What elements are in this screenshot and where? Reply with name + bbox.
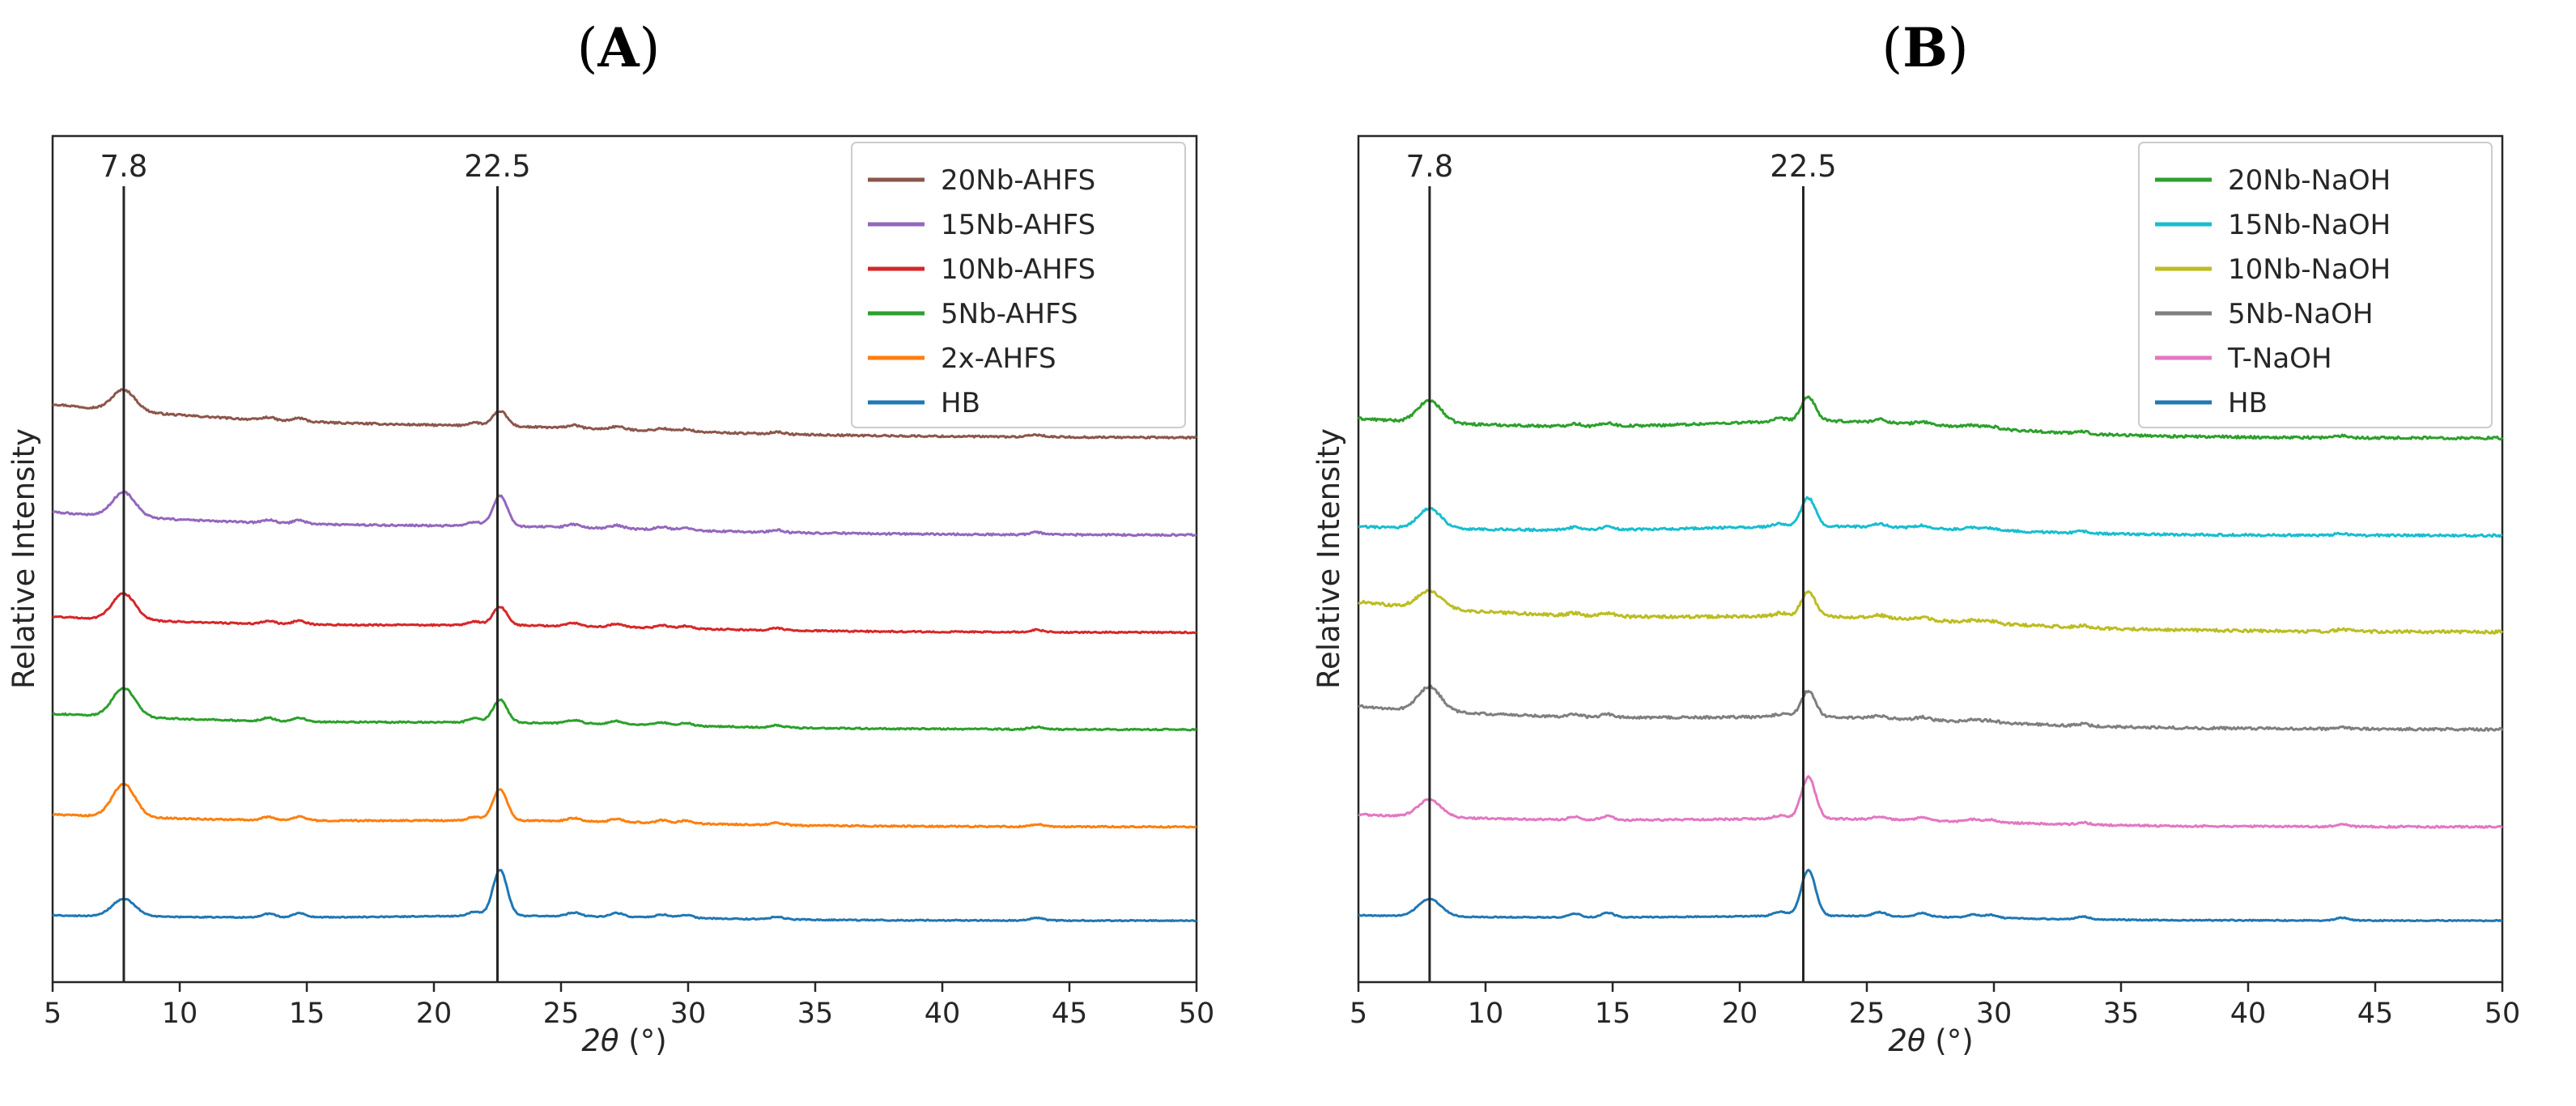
panel-a-x-tick-label-2: 15 xyxy=(289,998,325,1030)
panel-b-series-20nb-naoh xyxy=(1357,395,2504,440)
panel-a-reference-label-0: 7.8 xyxy=(100,149,147,184)
panel-b: (B) 7.8 22.5 5 10 15 20 25 30 35 40 45 50 Relative… xyxy=(1311,16,2520,1058)
panel-b-series-5nb-naoh xyxy=(1358,684,2504,732)
panel-a-x-tick-label-0: 5 xyxy=(44,998,62,1030)
panel-a-series-10nb-ahfs xyxy=(52,591,1197,635)
panel-a-reference-label-1: 22.5 xyxy=(464,149,530,184)
panel-a-series-15nb-ahfs xyxy=(52,490,1197,538)
panel-a-legend-label-2: 10Nb-AHFS xyxy=(941,253,1095,286)
panel-b-legend: 20Nb-NaOH 15Nb-NaOH 10Nb-NaOH 5Nb-NaOH T-NaO… xyxy=(2138,142,2493,428)
panel-a-legend: 20Nb-AHFS 15Nb-AHFS 10Nb-AHFS 5Nb-AHFS 2x-AH… xyxy=(851,142,1186,428)
panel-a-x-tick-label-3: 20 xyxy=(416,998,453,1030)
panel-b-x-tick-label-3: 20 xyxy=(1722,998,1758,1030)
panel-a-legend-label-5: HB xyxy=(941,387,980,419)
panel-a-series-hb xyxy=(52,869,1197,923)
panel-a-x-axis-label: 2θ (°) xyxy=(581,1023,666,1058)
panel-b-series-10nb-naoh xyxy=(1358,589,2504,635)
panel-b-legend-label-4: T-NaOH xyxy=(2227,342,2332,375)
panel-b-x-tick-label-6: 35 xyxy=(2103,998,2140,1030)
panel-b-series-layer xyxy=(1357,395,2504,923)
panel-b-x-tick-label-7: 40 xyxy=(2230,998,2267,1030)
panel-b-legend-label-5: HB xyxy=(2228,387,2268,419)
panel-b-x-tick-label-8: 45 xyxy=(2357,998,2394,1030)
panel-b-title: (B) xyxy=(1881,16,1968,79)
panel-a-series-layer xyxy=(52,388,1197,923)
panel-b-legend-label-0: 20Nb-NaOH xyxy=(2228,164,2391,197)
panel-b-series-t-naoh xyxy=(1358,775,2503,829)
panel-b-legend-label-1: 15Nb-NaOH xyxy=(2228,209,2391,241)
panel-b-reference-label-0: 7.8 xyxy=(1405,149,1453,184)
panel-b-legend-label-2: 10Nb-NaOH xyxy=(2228,253,2391,286)
panel-a-series-20nb-ahfs xyxy=(52,388,1197,440)
panel-a-x-tick-label-1: 10 xyxy=(162,998,198,1030)
panel-b-x-tick-label-1: 10 xyxy=(1468,998,1504,1030)
panel-a-title: (A) xyxy=(577,16,661,79)
panel-a-legend-label-1: 15Nb-AHFS xyxy=(941,209,1095,241)
panel-b-x-tick-label-2: 15 xyxy=(1595,998,1631,1030)
panel-a-x-tick-label-4: 25 xyxy=(543,998,580,1030)
panel-a-x-tick-label-7: 40 xyxy=(925,998,961,1030)
panel-b-x-ticks: 5 10 15 20 25 30 35 40 45 50 xyxy=(1350,982,2520,1030)
panel-a-reference-lines: 7.8 22.5 xyxy=(100,149,531,982)
panel-b-x-tick-label-9: 50 xyxy=(2485,998,2521,1030)
panel-b-series-15nb-naoh xyxy=(1358,496,2503,538)
panel-a-series-2x-ahfs xyxy=(52,782,1197,829)
panel-a-x-ticks: 5 10 15 20 25 30 35 40 45 50 xyxy=(44,982,1214,1030)
panel-b-x-tick-label-0: 5 xyxy=(1350,998,1367,1030)
panel-a-legend-frame xyxy=(851,142,1186,428)
panel-a-legend-label-0: 20Nb-AHFS xyxy=(941,164,1095,197)
panel-a-x-tick-label-6: 35 xyxy=(797,998,834,1030)
panel-b-series-hb xyxy=(1358,868,2503,923)
panel-a-legend-label-3: 5Nb-AHFS xyxy=(941,298,1078,330)
panel-a-x-tick-label-9: 50 xyxy=(1179,998,1215,1030)
panel-b-x-tick-label-5: 30 xyxy=(1976,998,2013,1030)
panel-a-legend-label-4: 2x-AHFS xyxy=(941,342,1056,375)
panel-b-reference-label-1: 22.5 xyxy=(1770,149,1836,184)
panel-b-x-tick-label-4: 25 xyxy=(1849,998,1885,1030)
panel-b-legend-items: 20Nb-NaOH 15Nb-NaOH 10Nb-NaOH 5Nb-NaOH T-NaO… xyxy=(2155,164,2391,419)
panel-b-reference-lines: 7.8 22.5 xyxy=(1405,149,1837,982)
panel-b-y-axis-label: Relative Intensity xyxy=(1311,428,1346,689)
panel-b-legend-frame xyxy=(2138,142,2493,428)
panel-a-x-tick-label-5: 30 xyxy=(670,998,707,1030)
panel-a-y-axis-label: Relative Intensity xyxy=(6,428,41,689)
panel-a-x-tick-label-8: 45 xyxy=(1052,998,1088,1030)
panel-a-legend-items: 20Nb-AHFS 15Nb-AHFS 10Nb-AHFS 5Nb-AHFS 2x-AH… xyxy=(868,164,1095,419)
panel-b-legend-label-3: 5Nb-NaOH xyxy=(2228,298,2374,330)
panel-a-series-5nb-ahfs xyxy=(52,687,1197,732)
panel-a: (A) 7.8 22.5 5 10 15 20 25 30 35 40 45 50 Relative… xyxy=(6,16,1214,1058)
panel-b-x-axis-label: 2θ (°) xyxy=(1888,1023,1973,1058)
